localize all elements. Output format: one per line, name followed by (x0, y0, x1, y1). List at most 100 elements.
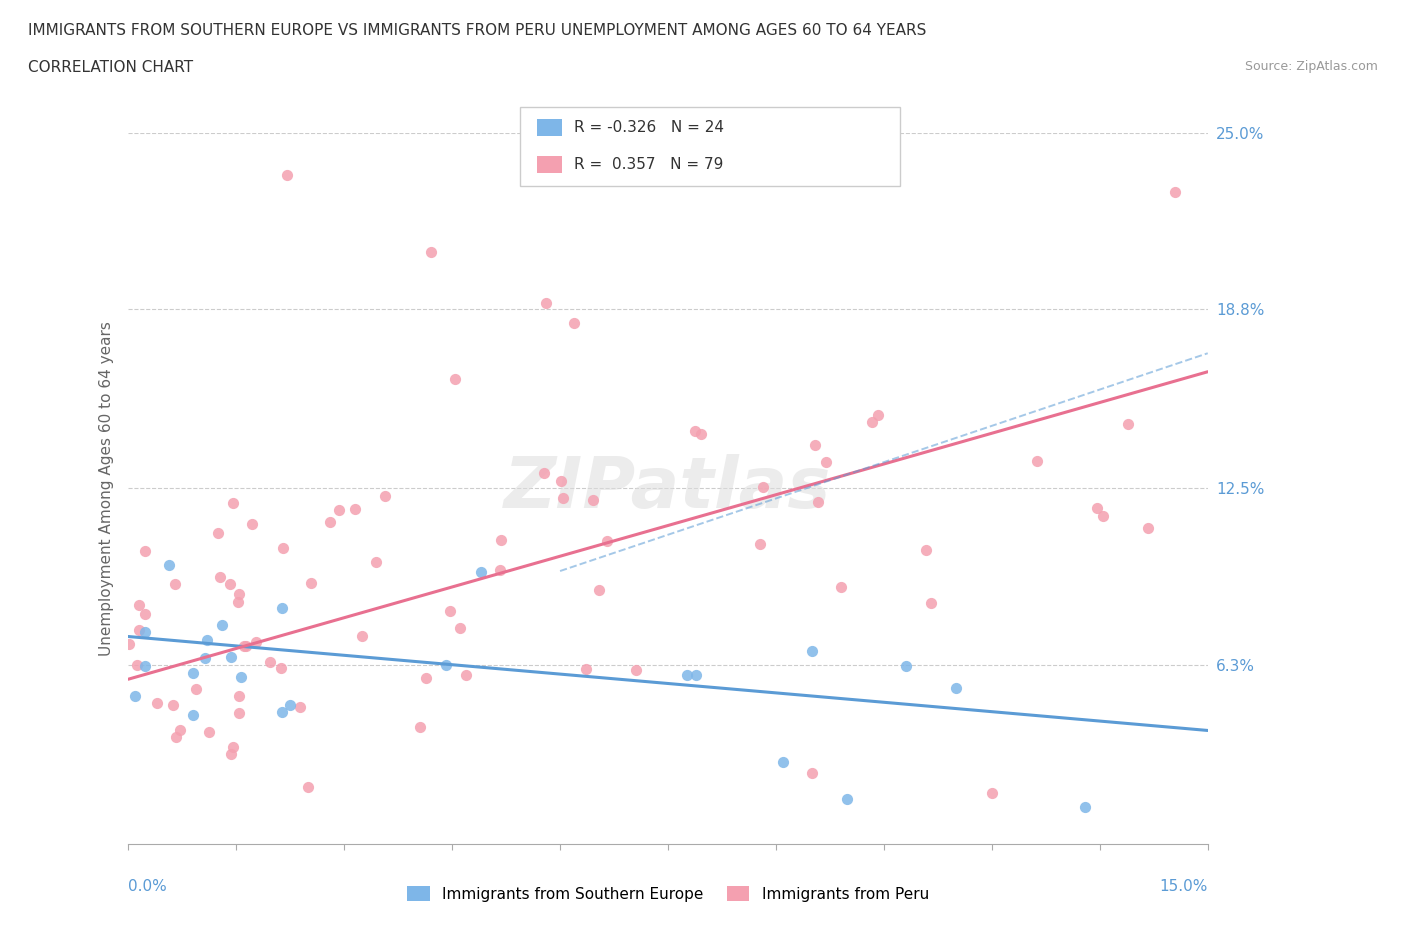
Point (134, 625, 156, 640)
Point (449, 620, 471, 635)
Point (896, 659, 918, 674)
Point (222, 739, 245, 754)
Point (270, 660, 292, 675)
Point (915, 542, 938, 557)
Point (800, 765, 823, 780)
Point (162, 698, 184, 712)
Point (1136, 521, 1159, 536)
Point (165, 730, 187, 745)
Point (409, 720, 432, 735)
Point (1074, 800, 1097, 815)
Point (945, 681, 967, 696)
Point (860, 415, 883, 430)
Point (489, 533, 512, 548)
Point (815, 455, 838, 470)
Point (835, 792, 858, 807)
Point (374, 488, 396, 503)
Point (419, 245, 441, 259)
Point (127, 658, 149, 672)
Point (207, 525, 229, 540)
Point (228, 689, 250, 704)
Point (807, 495, 830, 510)
Point (231, 670, 253, 684)
Point (319, 514, 342, 529)
Point (273, 540, 295, 555)
Point (157, 557, 180, 572)
Point (146, 696, 169, 711)
Text: R = -0.326   N = 24: R = -0.326 N = 24 (574, 120, 724, 135)
Point (676, 668, 699, 683)
Point (186, 681, 208, 696)
Point (690, 427, 713, 442)
Point (222, 496, 245, 511)
Point (134, 544, 156, 559)
Point (299, 576, 322, 591)
Point (980, 786, 1002, 801)
Point (165, 576, 187, 591)
Point (624, 662, 647, 677)
Point (1091, 509, 1114, 524)
Point (195, 632, 218, 647)
Point (350, 628, 373, 643)
Point (439, 604, 461, 618)
Point (276, 167, 298, 182)
Text: 15.0%: 15.0% (1160, 879, 1208, 894)
Point (470, 565, 492, 579)
Point (444, 372, 467, 387)
Point (128, 623, 150, 638)
Point (245, 635, 267, 650)
Point (575, 661, 598, 676)
Point (198, 725, 221, 740)
Point (128, 597, 150, 612)
Point (582, 493, 605, 508)
Point (533, 466, 555, 481)
Point (226, 594, 249, 609)
Point (534, 296, 557, 311)
Point (278, 698, 301, 712)
Point (228, 587, 250, 602)
Point (415, 671, 437, 686)
Point (752, 479, 775, 494)
Point (124, 688, 146, 703)
Text: 0.0%: 0.0% (128, 879, 167, 894)
Point (551, 490, 574, 505)
Point (134, 658, 156, 673)
Text: CORRELATION CHART: CORRELATION CHART (28, 60, 193, 75)
Point (564, 316, 586, 331)
Point (242, 516, 264, 531)
Point (685, 423, 707, 438)
Point (588, 582, 610, 597)
Point (1025, 454, 1047, 469)
Point (232, 638, 254, 653)
Point (328, 503, 350, 518)
Point (343, 501, 366, 516)
Point (804, 437, 827, 452)
Point (211, 618, 233, 632)
Point (297, 780, 319, 795)
Point (596, 533, 619, 548)
Point (271, 600, 294, 615)
Point (134, 606, 156, 621)
Text: Source: ZipAtlas.com: Source: ZipAtlas.com (1244, 60, 1378, 73)
Point (866, 408, 889, 423)
Point (181, 666, 204, 681)
Point (1164, 184, 1187, 199)
Point (920, 596, 942, 611)
Point (800, 644, 823, 658)
Legend: Immigrants from Southern Europe, Immigrants from Peru: Immigrants from Southern Europe, Immigra… (401, 880, 935, 908)
Text: R =  0.357   N = 79: R = 0.357 N = 79 (574, 157, 723, 172)
Point (235, 639, 257, 654)
Point (456, 668, 478, 683)
Point (219, 649, 242, 664)
Point (550, 473, 572, 488)
Point (830, 579, 852, 594)
Point (194, 651, 217, 666)
Point (219, 577, 242, 591)
Point (118, 637, 141, 652)
Point (1116, 417, 1139, 432)
Point (366, 554, 388, 569)
Text: IMMIGRANTS FROM SOUTHERN EUROPE VS IMMIGRANTS FROM PERU UNEMPLOYMENT AMONG AGES : IMMIGRANTS FROM SOUTHERN EUROPE VS IMMIG… (28, 23, 927, 38)
Point (219, 746, 242, 761)
Point (1085, 500, 1108, 515)
Point (208, 570, 231, 585)
